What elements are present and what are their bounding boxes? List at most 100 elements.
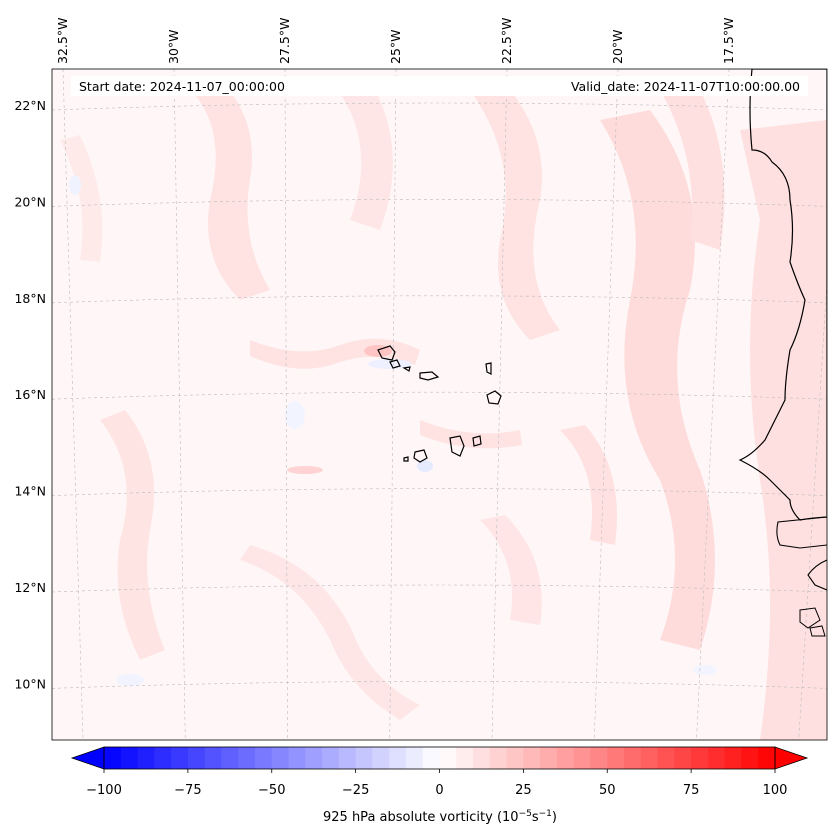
- latitude-label: 18°N: [14, 291, 46, 306]
- parallel-line: [52, 391, 827, 400]
- vorticity-streak: [470, 90, 560, 340]
- start-date-label: Start date: 2024-11-07_00:00:00: [79, 79, 285, 94]
- parallel-line: [52, 584, 827, 593]
- colorbar-segment: [590, 747, 608, 769]
- colorbar-segments: [104, 747, 776, 769]
- longitude-label: 25°W: [388, 29, 403, 64]
- meridian-line: [389, 69, 397, 740]
- vorticity-min: [368, 359, 412, 369]
- longitude-label: 27.5°W: [277, 18, 292, 64]
- gridlines: [52, 69, 827, 740]
- colorbar-segment: [473, 747, 491, 769]
- vorticity-streak: [600, 110, 715, 650]
- colorbar-segment: [171, 747, 189, 769]
- latitude-label: 10°N: [14, 676, 46, 691]
- latitude-label: 16°N: [14, 387, 46, 402]
- colorbar-segment: [137, 747, 155, 769]
- island-cape-verde: [472, 435, 482, 447]
- vorticity-streak: [480, 515, 542, 625]
- vorticity-streak: [560, 425, 617, 545]
- colorbar-tick-label: −75: [174, 783, 201, 798]
- africa-coastline: [807, 559, 827, 591]
- meridian-line: [696, 69, 730, 740]
- colorbar-segment: [624, 747, 642, 769]
- vorticity-streak: [420, 420, 522, 449]
- colorbar-tick-label: −25: [342, 783, 369, 798]
- longitude-label: 20°W: [610, 29, 625, 64]
- africa-coastline: [799, 607, 826, 637]
- vorticity-field: [60, 80, 827, 740]
- colorbar-segment: [120, 747, 139, 769]
- latitude-label: 14°N: [14, 484, 46, 499]
- colorbar-segment: [288, 747, 306, 769]
- colorbar-segment: [355, 747, 373, 769]
- header-box: [71, 76, 808, 96]
- latitude-labels: 22°N 20°N 18°N 16°N 14°N 12°N 10°N: [14, 98, 46, 691]
- colorbar-tick-label: 75: [683, 783, 700, 798]
- colorbar-segment: [741, 747, 759, 769]
- island-cape-verde: [389, 359, 401, 369]
- vorticity-streak: [740, 120, 827, 740]
- colorbar-title: 925 hPa absolute vorticity (10−5s−1): [323, 809, 557, 825]
- colorbar-segment: [724, 747, 742, 769]
- longitude-label: 32.5°W: [55, 18, 70, 64]
- colorbar-segment: [640, 747, 659, 769]
- colorbar-segment: [556, 747, 575, 769]
- colorbar-tick-label: 100: [763, 783, 788, 798]
- colorbar-tick-label: −100: [86, 783, 122, 798]
- colorbar-segment: [338, 747, 357, 769]
- colorbar-tick-label: −50: [258, 783, 285, 798]
- colorbar-segment: [607, 747, 625, 769]
- colorbar-segment: [372, 747, 390, 769]
- colorbar-segment: [657, 747, 675, 769]
- colorbar-segment: [104, 747, 122, 769]
- vorticity-min: [69, 175, 81, 195]
- meridian-line: [62, 69, 84, 740]
- island-cape-verde: [403, 456, 409, 462]
- vorticity-streak: [180, 80, 270, 300]
- island-cape-verde: [377, 345, 396, 361]
- parallel-line: [52, 488, 827, 496]
- longitude-label: 22.5°W: [499, 18, 514, 64]
- latitude-label: 20°N: [14, 194, 46, 209]
- island-cape-verde: [449, 435, 465, 457]
- colorbar: −100 −75 −50 −25 0 25 50 75 100 925 hPa absolute…: [70, 746, 809, 825]
- africa-coastline: [776, 516, 827, 549]
- colorbar-segment: [271, 747, 290, 769]
- valid-date-label: Valid_date: 2024-11-07T10:00:00.00: [571, 79, 800, 94]
- meridian-line: [284, 69, 288, 740]
- meridian-line: [491, 69, 508, 740]
- vorticity-min: [693, 665, 717, 675]
- colorbar-segment: [573, 747, 591, 769]
- colorbar-ticks: −100 −75 −50 −25 0 25 50 75 100: [86, 769, 787, 798]
- vorticity-streak: [60, 135, 103, 262]
- colorbar-extend-max-arrow: [774, 746, 809, 770]
- latitude-label: 12°N: [14, 580, 46, 595]
- map-frame: [51, 68, 828, 741]
- vorticity-max: [287, 466, 323, 474]
- meridian-line: [798, 275, 827, 740]
- vorticity-streak: [660, 90, 725, 250]
- colorbar-segment: [389, 747, 407, 769]
- longitude-label: 30°W: [166, 29, 181, 64]
- colorbar-segment: [238, 747, 256, 769]
- colorbar-segment: [322, 747, 340, 769]
- map-panel[interactable]: Start date: 2024-11-07_00:00:00 Valid_da…: [51, 68, 837, 741]
- colorbar-extend-min-arrow: [70, 746, 105, 770]
- vorticity-min: [417, 460, 433, 472]
- longitude-labels: 32.5°W 30°W 27.5°W 25°W 22.5°W 20°W 17.5°W: [55, 18, 736, 64]
- colorbar-segment: [305, 747, 323, 769]
- vorticity-min: [116, 674, 144, 686]
- colorbar-tick-label: 0: [435, 783, 443, 798]
- colorbar-segment: [691, 747, 709, 769]
- island-cape-verde: [485, 362, 492, 375]
- colorbar-segment: [506, 747, 524, 769]
- island-cape-verde: [419, 371, 440, 381]
- coastlines: [377, 69, 827, 637]
- island-cape-verde: [402, 366, 411, 372]
- parallel-line: [52, 199, 827, 207]
- meridian-line: [173, 69, 186, 740]
- colorbar-segment: [540, 747, 558, 769]
- colorbar-segment: [422, 747, 440, 769]
